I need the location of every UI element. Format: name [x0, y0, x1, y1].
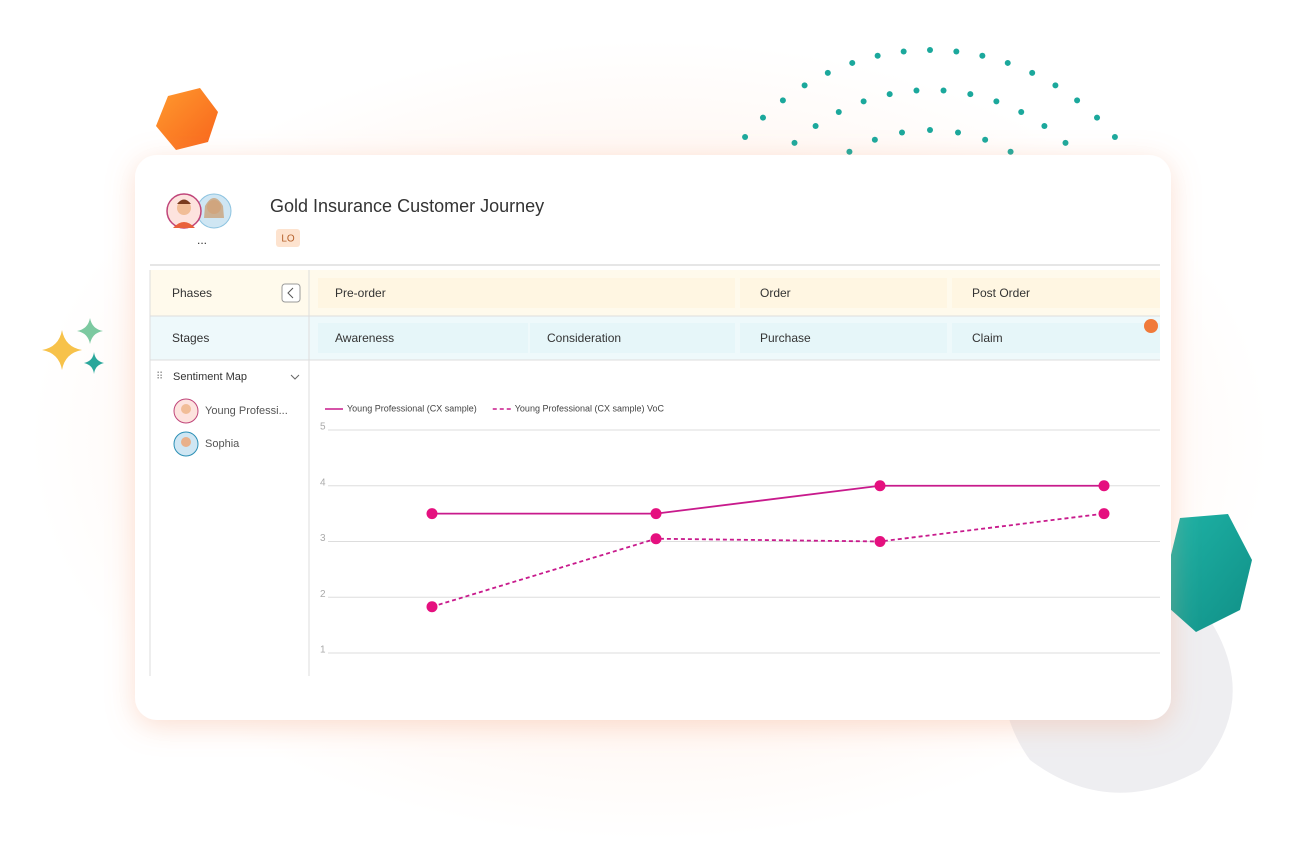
link-icon[interactable] — [1144, 319, 1158, 333]
dot — [955, 129, 962, 136]
collapse-button[interactable] — [281, 283, 301, 303]
sparkle — [84, 352, 104, 374]
orange-hexagon — [156, 88, 218, 150]
dot — [742, 134, 749, 141]
sidebar-title: Sentiment Map — [173, 371, 247, 383]
stage: Awareness — [335, 331, 394, 345]
phase-cell — [952, 278, 1160, 308]
point — [874, 480, 886, 492]
y-tick-label: 4 — [320, 477, 326, 488]
dot — [886, 91, 893, 98]
dropdown[interactable] — [290, 374, 300, 380]
legend-label: Young Professional (CX sample) — [347, 403, 477, 413]
dot — [1074, 97, 1081, 104]
chevron — [287, 287, 294, 299]
stage-cell — [952, 323, 1160, 353]
dot — [846, 148, 853, 155]
phase: Post Order — [972, 286, 1030, 300]
dot — [927, 47, 933, 53]
dot — [824, 69, 831, 76]
dot — [1094, 114, 1101, 121]
dot — [759, 114, 766, 121]
dot — [1018, 109, 1025, 116]
series-line — [431, 512, 1105, 608]
title: Gold Insurance Customer Journey — [270, 196, 544, 216]
dot — [849, 59, 856, 66]
dot — [779, 97, 786, 104]
stage: Claim — [972, 331, 1003, 345]
stages-label: Stages — [172, 331, 209, 345]
point — [426, 508, 438, 520]
point — [874, 536, 886, 547]
dot — [871, 136, 878, 143]
persona-face — [181, 404, 191, 414]
dot — [940, 87, 947, 94]
dot — [979, 52, 986, 59]
y-tick-label: 2 — [320, 589, 326, 600]
avatar — [166, 193, 202, 229]
point — [1098, 508, 1110, 520]
persona[interactable]: Young Professi... — [205, 405, 288, 417]
drag-handle[interactable]: ⠿ — [156, 372, 163, 383]
point — [1098, 480, 1110, 492]
dot — [1041, 122, 1048, 129]
dot — [874, 52, 881, 59]
phase-cell — [740, 278, 947, 308]
dot — [1052, 82, 1059, 89]
point — [426, 601, 438, 613]
dot — [791, 139, 798, 146]
avatar — [196, 193, 232, 229]
teal-hexagon — [1160, 514, 1252, 632]
point — [650, 533, 662, 545]
phase: Pre-order — [335, 286, 386, 300]
dot — [898, 129, 905, 136]
stage: Purchase — [760, 331, 811, 345]
dot — [953, 48, 960, 55]
dot — [1004, 59, 1011, 66]
dot — [835, 109, 842, 116]
dot — [927, 127, 933, 133]
stage-cell — [740, 323, 947, 353]
dot — [1007, 148, 1014, 155]
phases-label: Phases — [172, 286, 212, 300]
stage-cell — [530, 323, 735, 353]
point — [650, 508, 662, 520]
persona[interactable]: Sophia — [205, 438, 240, 450]
dot — [1062, 139, 1069, 146]
sparkle — [77, 318, 103, 344]
chart: 1 2 3 4 5 Young Professional (CX sample) Young… — [320, 403, 1160, 656]
dot-arc — [742, 47, 1118, 155]
dot — [812, 122, 819, 129]
phase: Order — [760, 286, 791, 300]
dot — [982, 136, 989, 143]
dot — [1029, 69, 1036, 76]
persona-face — [181, 437, 191, 447]
phase-cell — [318, 278, 735, 308]
badge: LO — [281, 234, 295, 245]
dot — [1111, 134, 1118, 141]
dot — [860, 98, 867, 105]
sparkle — [42, 330, 82, 370]
y-tick-label: 1 — [320, 645, 326, 656]
dot — [993, 98, 1000, 105]
y-tick-label: 5 — [320, 422, 326, 433]
dot — [913, 87, 920, 94]
dot — [900, 48, 907, 55]
dot — [801, 82, 808, 89]
legend-label: Young Professional (CX sample) VoC — [515, 403, 665, 413]
more[interactable]: ... — [197, 233, 207, 247]
stage-cell — [318, 323, 528, 353]
series-line — [432, 484, 1104, 515]
badge-bg — [276, 229, 300, 247]
dot — [967, 91, 974, 98]
stage: Consideration — [547, 331, 621, 345]
y-tick-label: 3 — [320, 533, 326, 544]
